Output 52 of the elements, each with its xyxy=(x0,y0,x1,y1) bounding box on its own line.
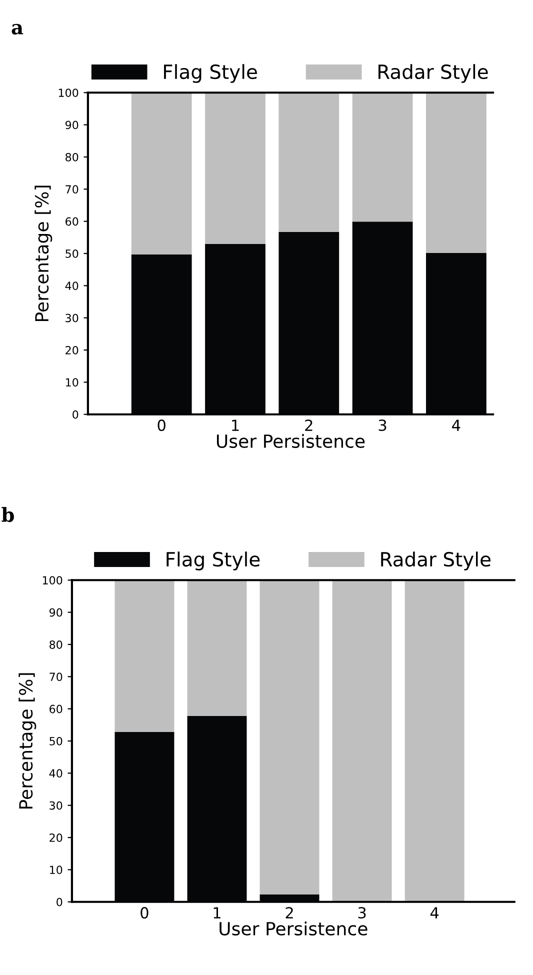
x-tick-label: 3 xyxy=(358,907,366,919)
chart-title: a xyxy=(12,24,24,35)
y-tick-label: 0 xyxy=(56,898,62,906)
x-tick-label: 1 xyxy=(214,907,220,918)
y-tick-label: 80 xyxy=(50,640,62,649)
legend-label: Flag Style xyxy=(164,64,257,83)
x-tick-label: 2 xyxy=(305,420,312,431)
y-tick-label: 50 xyxy=(66,249,78,258)
x-tick-label: 0 xyxy=(140,907,148,919)
y-tick-label: 60 xyxy=(50,704,62,714)
legend-label: Radar Style xyxy=(381,552,490,570)
y-tick-label: 10 xyxy=(66,378,78,387)
y-tick-label: 20 xyxy=(50,834,62,842)
y-axis-title: Percentage [%] xyxy=(34,186,52,321)
y-tick-label: 30 xyxy=(66,314,78,322)
x-axis-title: User Persistence xyxy=(220,922,368,936)
y-tick-label: 100 xyxy=(58,88,78,98)
bar xyxy=(114,580,174,732)
bar xyxy=(352,92,413,222)
x-tick-label: 4 xyxy=(452,420,460,431)
chart-title: b xyxy=(2,507,14,522)
y-tick-label: 10 xyxy=(50,866,62,874)
y-tick-label: 30 xyxy=(50,801,62,810)
bar xyxy=(278,92,340,232)
y-tick-label: 40 xyxy=(49,769,62,778)
bar xyxy=(131,92,192,254)
legend-label: Flag Style xyxy=(166,552,260,570)
x-axis-title: User Persistence xyxy=(216,434,365,448)
legend-label: Radar Style xyxy=(378,64,488,83)
x-tick-label: 1 xyxy=(232,420,239,431)
bar xyxy=(332,580,392,902)
bar xyxy=(426,92,486,253)
y-tick-label: 90 xyxy=(49,608,62,617)
x-tick-label: 3 xyxy=(378,420,386,432)
y-tick-label: 70 xyxy=(66,185,78,194)
y-tick-label: 50 xyxy=(50,736,62,746)
bar xyxy=(205,92,266,244)
y-tick-label: 20 xyxy=(66,346,78,354)
y-tick-label: 60 xyxy=(66,217,78,226)
y-axis-title: Percentage [%] xyxy=(18,673,36,808)
x-tick-label: 0 xyxy=(158,420,166,432)
y-tick-label: 90 xyxy=(65,120,78,130)
bar xyxy=(404,580,464,902)
x-tick-label: 2 xyxy=(286,907,293,918)
y-tick-label: 70 xyxy=(50,672,62,682)
y-tick-label: 0 xyxy=(72,410,78,419)
y-tick-label: 80 xyxy=(66,152,78,162)
bar xyxy=(260,580,320,894)
bar xyxy=(187,580,247,716)
y-tick-label: 100 xyxy=(42,576,62,585)
x-tick-label: 4 xyxy=(430,907,439,918)
y-tick-label: 40 xyxy=(65,282,78,290)
